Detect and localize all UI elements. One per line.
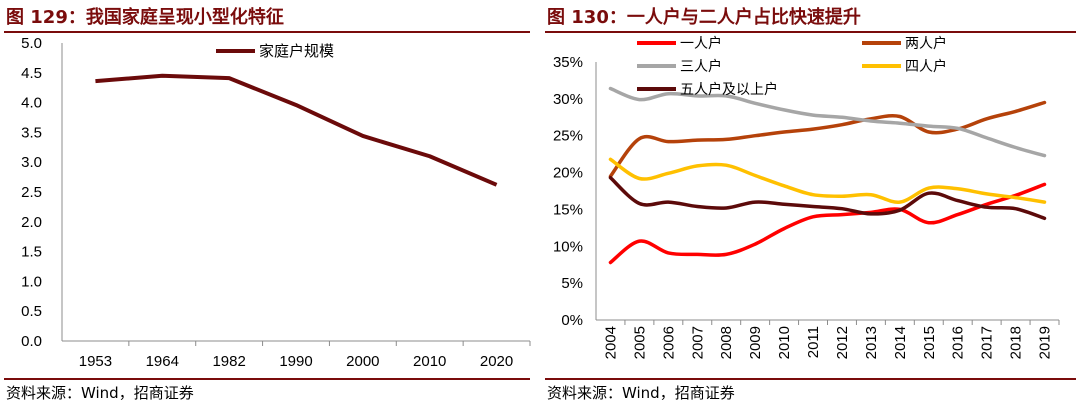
right-y-tick-label: 10% bbox=[553, 238, 583, 255]
right-series-line-five-plus-person bbox=[608, 175, 1047, 221]
right-y-tick-label: 20% bbox=[553, 165, 583, 182]
left-y-tick-label: 0.5 bbox=[21, 303, 42, 320]
left-chart-panel: 图 129：我国家庭呈现小型化特征 5.0 4.5 4.0 3.5 3.0 2.5 2.0 1… bbox=[0, 0, 535, 408]
right-y-tick-label: 25% bbox=[553, 128, 583, 145]
left-x-tick-label: 1953 bbox=[79, 353, 112, 370]
left-x-tick-label: 2020 bbox=[480, 353, 513, 370]
right-legend: 一人户 两人户 三人户 四人户 五人户及以上户 bbox=[637, 35, 947, 98]
right-legend-label-3: 三人户 bbox=[680, 58, 722, 75]
left-figure-title: 图 129：我国家庭呈现小型化特征 bbox=[6, 7, 284, 28]
right-x-tick-label: 2008 bbox=[718, 326, 735, 359]
right-x-tick-label: 2017 bbox=[979, 326, 996, 359]
left-chart: 5.04.54.03.53.02.52.01.51.00.50.0 1953 19… bbox=[21, 35, 531, 370]
left-x-tick-label: 1982 bbox=[212, 353, 245, 370]
right-title-rule bbox=[545, 31, 1076, 33]
right-x-tick-label: 2013 bbox=[863, 326, 880, 359]
right-legend-label-5: 五人户及以上户 bbox=[680, 81, 778, 98]
right-chart-panel: 图 130：一人户与二人户占比快速提升 35% 30% 25% 20% 15% 10% 5%… bbox=[541, 0, 1080, 408]
right-y-tick-label: 15% bbox=[553, 201, 583, 218]
right-legend-label-4: 四人户 bbox=[905, 58, 947, 75]
left-x-tick-label: 1964 bbox=[146, 353, 179, 370]
left-legend-label: 家庭户规模 bbox=[259, 42, 334, 60]
left-x-tick-label: 2000 bbox=[346, 353, 379, 370]
right-x-tick-label: 2009 bbox=[747, 326, 764, 359]
left-source-rule bbox=[4, 378, 530, 380]
left-y-tick-label: 3.0 bbox=[21, 154, 42, 171]
left-title-rule bbox=[4, 31, 530, 33]
left-x-tick-label: 2010 bbox=[413, 353, 446, 370]
right-source-rule bbox=[545, 378, 1076, 380]
right-y-tick-label: 0% bbox=[561, 312, 583, 329]
right-x-tick-label: 2012 bbox=[834, 326, 851, 359]
right-x-tick-label: 2007 bbox=[689, 326, 706, 359]
right-axes bbox=[595, 62, 1059, 321]
left-y-tick-label: 4.5 bbox=[21, 65, 42, 82]
left-y-tick-label: 3.5 bbox=[21, 124, 42, 141]
left-series bbox=[95, 73, 498, 187]
right-series bbox=[608, 86, 1047, 265]
left-y-tick-label: 5.0 bbox=[21, 35, 42, 52]
right-x-tick-label: 2014 bbox=[892, 326, 909, 359]
right-x-tick-label: 2006 bbox=[660, 326, 677, 359]
left-axes bbox=[61, 43, 530, 342]
left-x-ticks: 1953 1964 1982 1990 2000 2010 2020 bbox=[79, 341, 531, 370]
right-x-ticks: 2004 2005 2006 2007 2008 2009 2010 2011 2012 2013… bbox=[602, 320, 1060, 359]
right-x-tick-label: 2010 bbox=[776, 326, 793, 359]
right-legend-label-1: 一人户 bbox=[680, 35, 722, 52]
right-x-tick-label: 2005 bbox=[631, 326, 648, 359]
right-x-tick-label: 2018 bbox=[1008, 326, 1025, 359]
right-x-tick-label: 2015 bbox=[921, 326, 938, 359]
right-y-ticks: 35% 30% 25% 20% 15% 10% 5% 0% bbox=[553, 54, 583, 329]
left-legend: 家庭户规模 bbox=[216, 42, 334, 60]
left-y-ticks: 5.0 4.5 4.0 3.5 3.0 2.5 2.0 1.5 1.0 0.5 0.0 bbox=[21, 35, 42, 350]
left-x-tick-label: 1990 bbox=[279, 353, 312, 370]
right-source-note: 资料来源：Wind，招商证券 bbox=[547, 384, 735, 402]
left-y-tick-label: 2.0 bbox=[21, 214, 42, 231]
left-y-tick-label: 4.0 bbox=[21, 95, 42, 112]
right-series-line-four-person bbox=[608, 157, 1047, 204]
right-series-line-three-person bbox=[608, 86, 1047, 158]
right-figure-title: 图 130：一人户与二人户占比快速提升 bbox=[547, 7, 861, 28]
right-chart: 35%30%25%20%15%10%5%0% 2004 2005 2006 2007 2… bbox=[553, 35, 1060, 359]
right-x-tick-label: 2016 bbox=[950, 326, 967, 359]
left-y-tick-label: 2.5 bbox=[21, 184, 42, 201]
right-y-tick-label: 30% bbox=[553, 91, 583, 108]
right-y-tick-label: 5% bbox=[561, 275, 583, 292]
right-series-line-one-person bbox=[608, 182, 1047, 265]
right-x-tick-label: 2011 bbox=[805, 326, 822, 358]
left-y-tick-label: 1.0 bbox=[21, 273, 42, 290]
left-series-line-household-size bbox=[95, 73, 498, 187]
right-series-line-two-person bbox=[608, 100, 1047, 179]
left-y-tick-label: 0.0 bbox=[21, 333, 42, 350]
right-x-tick-label: 2004 bbox=[602, 326, 619, 359]
right-legend-label-2: 两人户 bbox=[905, 35, 947, 52]
right-y-tick-label: 35% bbox=[553, 54, 583, 71]
left-y-tick-label: 1.5 bbox=[21, 244, 42, 261]
left-source-note: 资料来源：Wind，招商证券 bbox=[6, 384, 194, 402]
right-x-tick-label: 2019 bbox=[1037, 326, 1054, 359]
